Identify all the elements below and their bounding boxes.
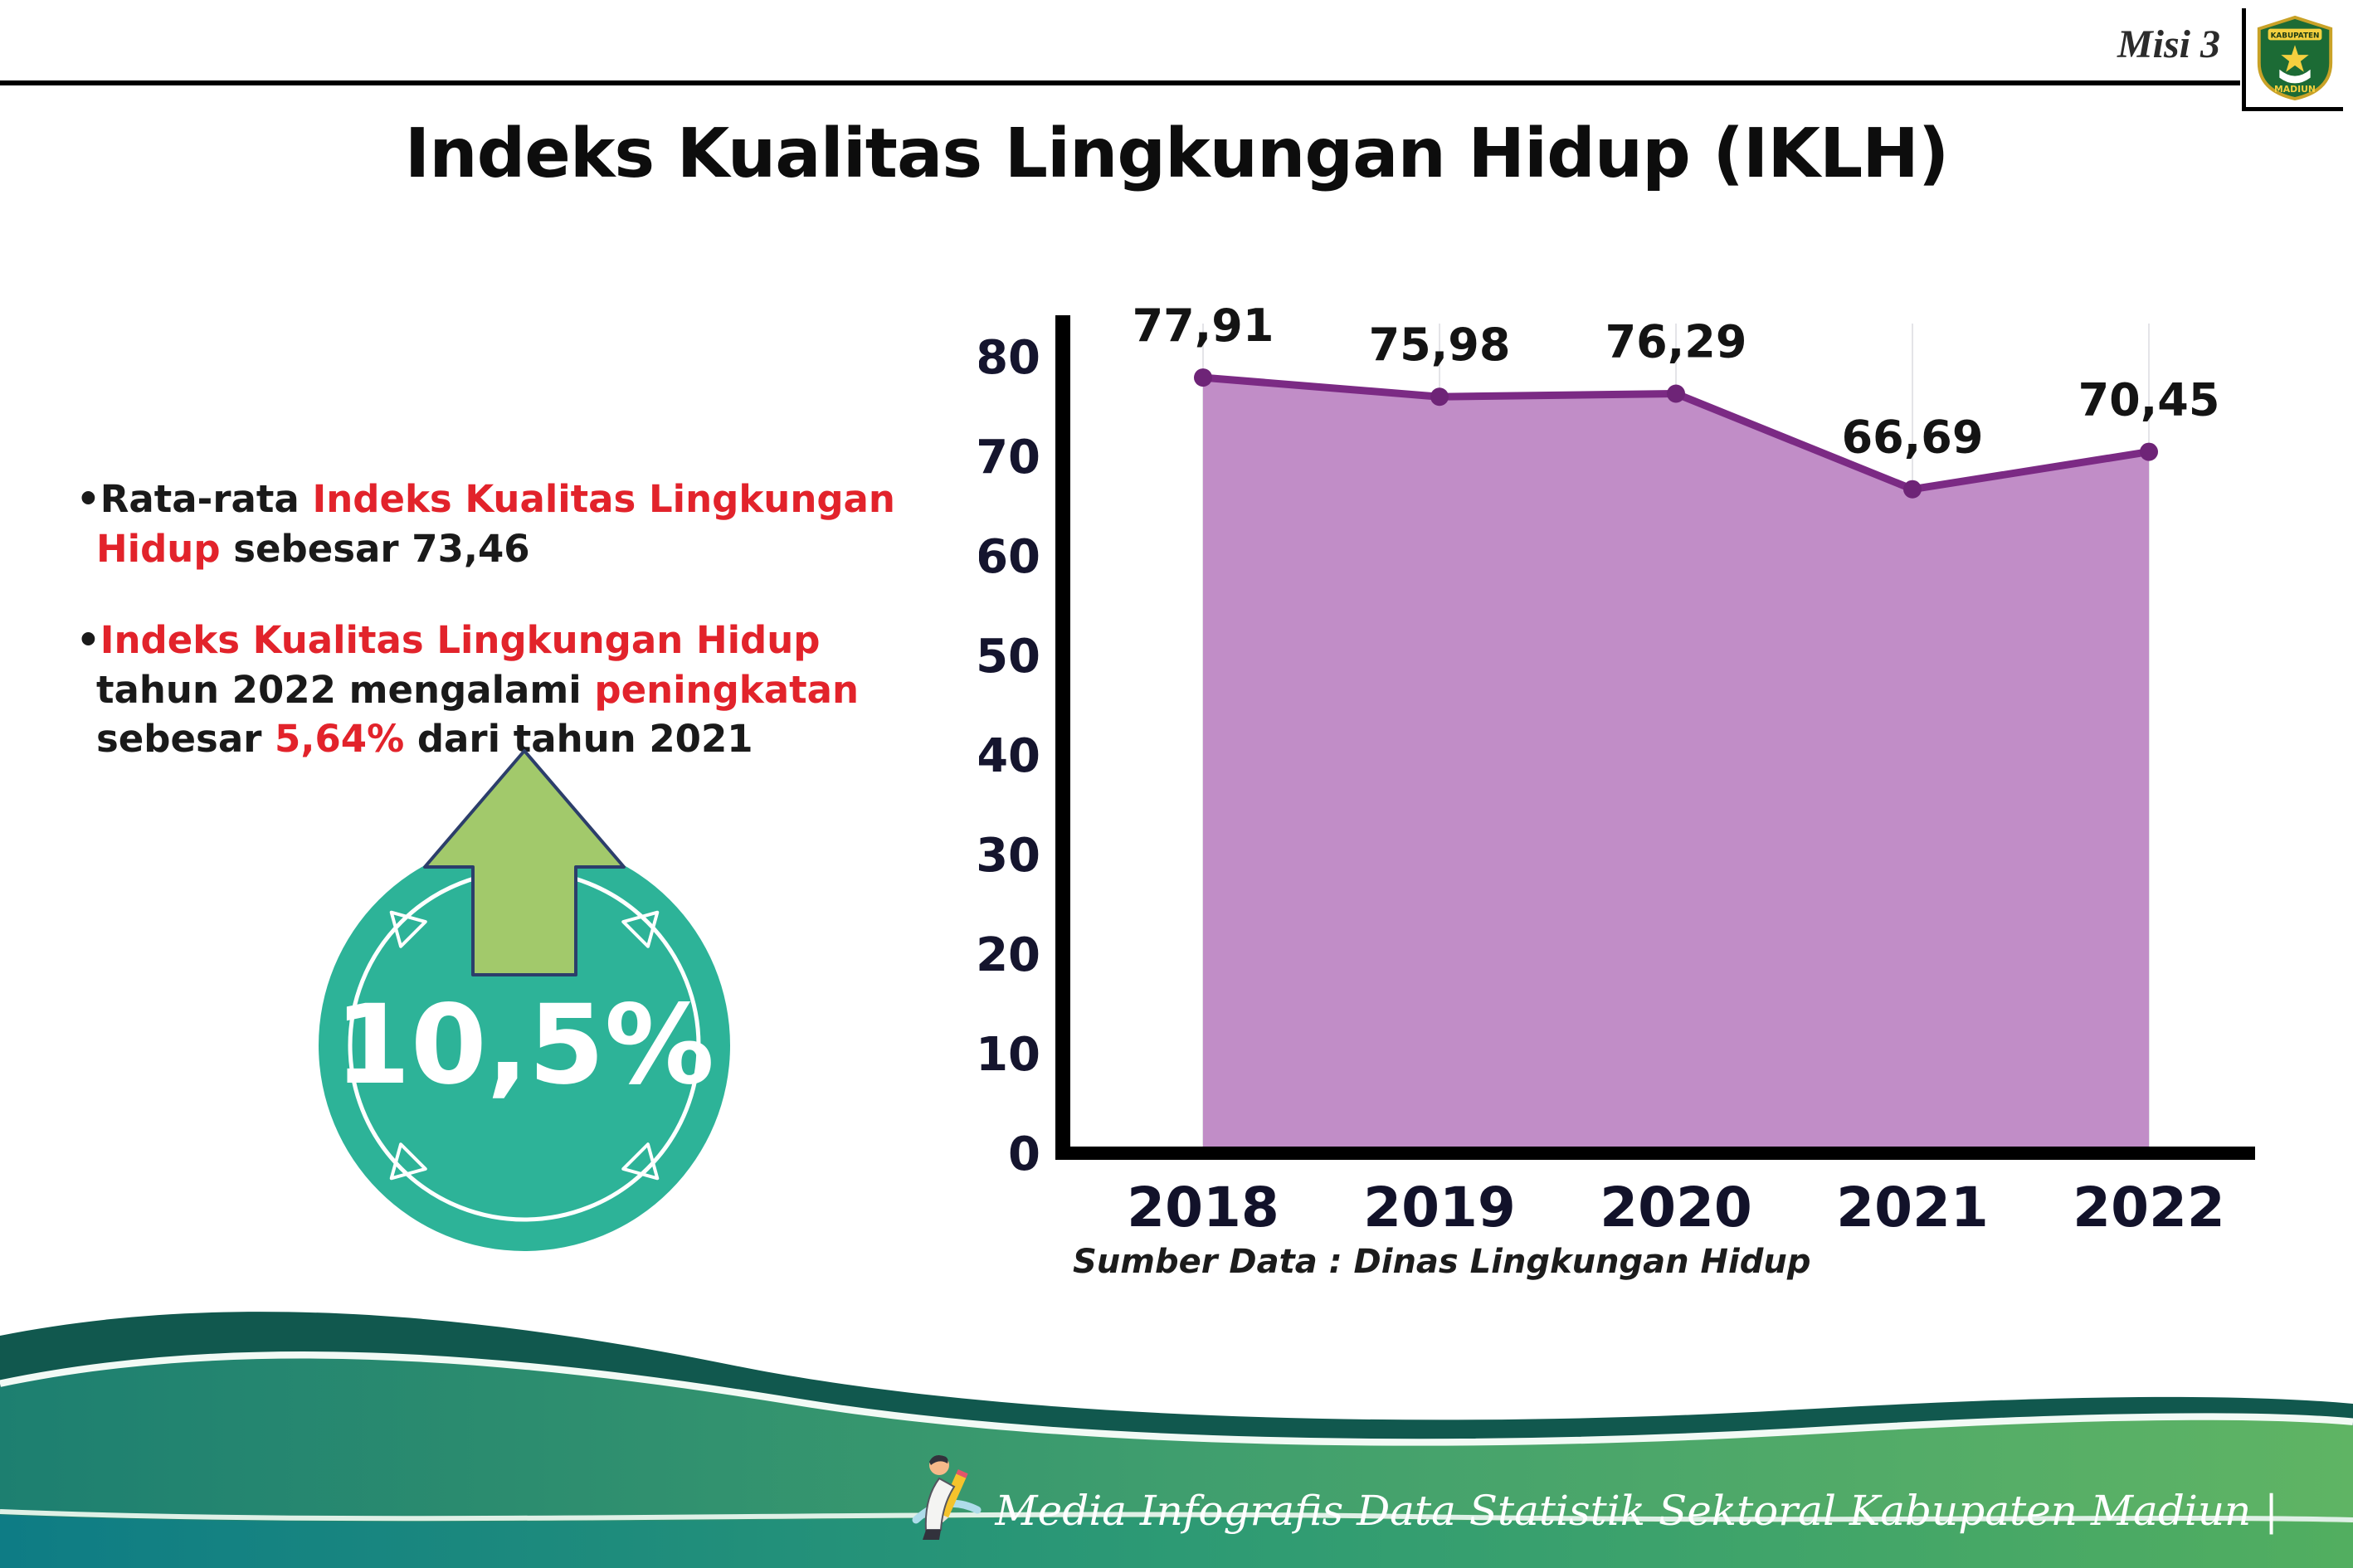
- y-tick-label: 20: [979, 928, 1040, 982]
- bullet-text: sebesar 73,46: [220, 526, 530, 571]
- x-tick-label: 2019: [1363, 1176, 1516, 1239]
- bullet-item: •Rata-rata Indeks Kualitas Lingkungan Hi…: [76, 475, 952, 574]
- bullet-highlight-text: Indeks Kualitas Lingkungan Hidup: [96, 477, 895, 571]
- x-axis: [1055, 1147, 2255, 1160]
- logo-text-top: KABUPATEN: [2270, 32, 2319, 40]
- footer-wave-highlight: [0, 1351, 2353, 1447]
- data-point: [1194, 368, 1212, 387]
- logo-text-bottom: MADIUN: [2274, 84, 2316, 95]
- data-point: [1430, 387, 1449, 407]
- logo-frame: KABUPATEN MADIUN: [2242, 8, 2343, 111]
- bullet-highlight-text: Indeks Kualitas Lingkungan Hidup: [100, 617, 821, 662]
- bullet-text: tahun 2022 mengalami: [96, 667, 595, 712]
- footer-strip: [0, 1515, 2353, 1568]
- footer-credit: Media Infografis Data Statistik Sektoral…: [995, 1487, 2278, 1535]
- data-point: [1667, 384, 1685, 403]
- area-fill: [1203, 377, 2149, 1147]
- bullet-highlight-text: peningkatan: [594, 667, 860, 712]
- y-tick-label: 30: [979, 829, 1040, 883]
- badge-value: 10,5%: [334, 981, 714, 1109]
- badge-ring-decorations: [389, 910, 660, 1181]
- iklh-chart: 0 10 20 30 40 50 60 70 80 77,91 2018 75,98 2019 76,29…: [979, 290, 2273, 1294]
- x-tick-label: 2020: [1600, 1176, 1752, 1239]
- x-tick-label: 2022: [2073, 1176, 2225, 1239]
- chart-source: Sumber Data : Dinas Lingkungan Hidup: [1073, 1243, 1811, 1281]
- bullet-dot: •: [76, 617, 100, 662]
- y-tick-label: 60: [979, 530, 1040, 584]
- y-tick-label: 40: [979, 729, 1040, 783]
- x-tick-label: 2021: [1836, 1176, 1989, 1239]
- bullet-item: •Indeks Kualitas Lingkungan Hidup tahun …: [76, 616, 952, 765]
- y-tick-label: 10: [979, 1028, 1040, 1082]
- y-tick-label: 80: [979, 331, 1040, 385]
- page-title: Indeks Kualitas Lingkungan Hidup (IKLH): [404, 114, 1950, 193]
- bullet-text: dari tahun 2021: [404, 717, 753, 762]
- bullet-highlight-text: 5,64%: [275, 717, 405, 762]
- bullet-dot: •: [76, 477, 100, 521]
- misi-label: Misi 3: [2117, 22, 2220, 66]
- increase-badge: 10,5%: [307, 726, 742, 1273]
- header-rule: [0, 80, 2240, 85]
- footer-strip-edge: [0, 1509, 2353, 1522]
- logo-star-icon: [2280, 44, 2309, 72]
- value-label: 77,91: [1133, 299, 1274, 352]
- mascot-icon: [912, 1455, 982, 1540]
- x-tick-label: 2018: [1127, 1176, 1279, 1239]
- badge-circle: [319, 840, 730, 1251]
- value-label: 70,45: [2078, 374, 2220, 426]
- bullet-text: sebesar: [96, 717, 275, 762]
- footer-credit-row: Media Infografis Data Statistik Sektoral…: [910, 1450, 2278, 1543]
- y-tick-label: 50: [979, 630, 1040, 684]
- logo-banner: [2268, 28, 2321, 40]
- data-point: [2140, 442, 2158, 461]
- y-tick-label: 0: [1008, 1127, 1040, 1181]
- value-label: 66,69: [1842, 411, 1984, 464]
- bullet-text: Rata-rata: [100, 477, 313, 521]
- kabupaten-madiun-logo: KABUPATEN MADIUN: [2257, 15, 2332, 100]
- value-label: 76,29: [1605, 316, 1747, 368]
- y-axis: [1055, 315, 1070, 1160]
- logo-ribbon: [2278, 69, 2311, 83]
- up-arrow-icon: [423, 749, 626, 976]
- y-tick-label: 70: [979, 431, 1040, 485]
- value-label: 75,98: [1369, 319, 1511, 371]
- data-point: [1903, 480, 1922, 499]
- bullet-list: •Rata-rata Indeks Kualitas Lingkungan Hi…: [76, 475, 952, 806]
- footer-wave: [0, 1312, 2353, 1568]
